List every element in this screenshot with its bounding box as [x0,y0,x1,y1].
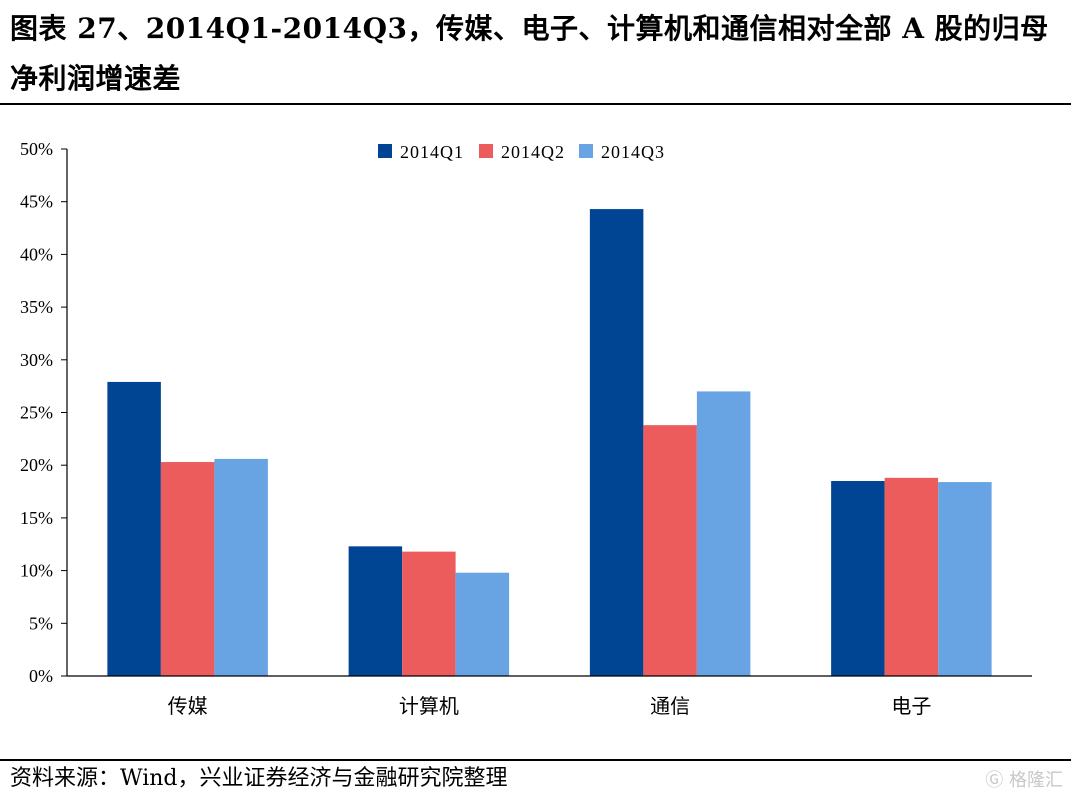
watermark-text: 格隆汇 [1009,770,1063,791]
bar-2014q1-2 [589,209,644,676]
bar-2014q2-0 [160,462,215,676]
source-note: 资料来源：Wind，兴业证券经济与金融研究院整理 [10,766,508,791]
chart-title: 图表 27、2014Q1-2014Q3，传媒、电子、计算机和通信相对全部 A 股… [10,12,1049,95]
x-category-label: 通信 [650,694,690,718]
bar-2014q3-2 [696,391,751,676]
x-category-label: 计算机 [399,694,459,718]
y-tick-label: 20% [20,455,53,475]
bar-2014q3-1 [455,572,510,676]
bar-2014q1-1 [348,546,403,676]
legend-label-2014q3: 2014Q3 [601,142,665,162]
y-tick-label: 0% [29,666,53,686]
bar-2014q2-3 [884,477,939,676]
legend-label-2014q1: 2014Q1 [400,142,464,162]
bottom-divider [0,759,1071,761]
y-tick-label: 35% [20,297,53,317]
bar-chart: 2014Q1 2014Q2 2014Q3 0% 5% 10% 15% 20% 25% 30% 35… [20,139,1032,718]
bar-2014q1-3 [831,481,885,676]
legend-swatch-2014q1 [378,144,392,158]
bar-2014q3-0 [214,458,268,676]
watermark-logo: Ⓖ 格隆汇 [985,770,1063,791]
bars [107,209,992,676]
top-divider [0,103,1071,105]
bar-2014q2-2 [643,425,697,676]
bar-2014q3-3 [938,482,992,676]
y-tick-label: 45% [20,192,53,212]
y-tick-label: 10% [20,561,53,581]
legend-swatch-2014q2 [479,144,493,158]
y-tick-label: 30% [20,350,53,370]
y-tick-label: 15% [20,508,53,528]
x-category-label: 传媒 [168,694,208,718]
legend: 2014Q1 2014Q2 2014Q3 [378,142,665,162]
y-tick-label: 5% [29,613,53,633]
y-tick-label: 25% [20,403,53,423]
legend-label-2014q2: 2014Q2 [501,142,565,162]
bar-2014q2-1 [402,551,456,676]
y-tick-label: 50% [20,139,53,159]
x-category-label: 电子 [891,694,931,718]
y-tick-label: 40% [20,244,53,264]
bar-2014q1-0 [107,381,161,676]
axes: 0% 5% 10% 15% 20% 25% 30% 35% 40% 45% 50% 传媒 计算机 通信 电子 [20,139,1032,718]
legend-swatch-2014q3 [579,144,593,158]
